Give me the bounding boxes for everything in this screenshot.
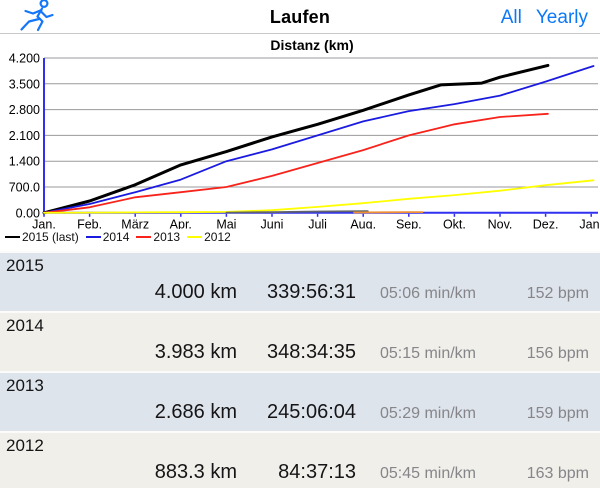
header-nav: All Yearly <box>501 7 588 29</box>
svg-text:3.500: 3.500 <box>9 77 40 91</box>
svg-text:Nov.: Nov. <box>488 217 513 229</box>
pace-value: 05:29 min/km <box>379 405 476 422</box>
svg-text:Dez.: Dez. <box>533 217 559 229</box>
legend-dash-icon <box>187 236 203 238</box>
svg-text:Jan.: Jan. <box>32 217 56 229</box>
duration-value: 245:06:04 <box>267 401 356 423</box>
distance-chart-svg: 0.00 700.0 1.400 2.100 2.800 3.500 4.200 Jan. Fe… <box>9 37 600 229</box>
svg-text:2.100: 2.100 <box>9 129 40 143</box>
year-values: 3.983 km 348:34:35 05:15 min/km 156 bpm <box>0 341 600 364</box>
year-label: 2012 <box>6 436 44 455</box>
svg-text:Okt.: Okt. <box>443 217 466 229</box>
distance-value: 3.983 km <box>154 341 237 363</box>
svg-text:Jan.: Jan. <box>579 217 600 229</box>
svg-text:Feb.: Feb. <box>77 217 102 229</box>
heartrate-value: 159 bpm <box>526 405 589 422</box>
duration-value: 339:56:31 <box>267 281 356 303</box>
yearly-button[interactable]: Yearly <box>535 7 588 28</box>
year-row-2013[interactable]: 2013 2.686 km 245:06:04 05:29 min/km 159… <box>0 371 600 431</box>
page-title: Laufen <box>269 7 331 27</box>
svg-text:Distanz (km): Distanz (km) <box>270 37 353 53</box>
svg-text:Juli: Juli <box>308 217 327 229</box>
svg-text:Apr.: Apr. <box>170 217 192 229</box>
legend-label: 2015 (last) <box>22 230 79 244</box>
year-row-2012[interactable]: 2012 883.3 km 84:37:13 05:45 min/km 163 … <box>0 431 600 488</box>
year-row-2015[interactable]: 2015 4.000 km 339:56:31 05:06 min/km 152… <box>0 251 600 311</box>
year-values: 883.3 km 84:37:13 05:45 min/km 163 bpm <box>0 461 600 484</box>
svg-text:Aug.: Aug. <box>350 217 376 229</box>
legend-item: 2013 <box>136 230 180 244</box>
duration-value: 84:37:13 <box>278 461 356 483</box>
legend-item: 2015 (last) <box>5 230 79 244</box>
year-row-2014[interactable]: 2014 3.983 km 348:34:35 05:15 min/km 156… <box>0 311 600 371</box>
heartrate-value: 163 bpm <box>526 465 589 482</box>
pace-value: 05:15 min/km <box>379 345 476 362</box>
legend-dash-icon <box>136 236 152 238</box>
all-button[interactable]: All <box>500 7 522 28</box>
distance-chart: 0.00 700.0 1.400 2.100 2.800 3.500 4.200 Jan. Fe… <box>0 37 600 251</box>
chart-legend: 2015 (last) 2014 2013 2012 <box>5 230 600 244</box>
distance-value: 2.686 km <box>154 401 237 423</box>
svg-text:Mai: Mai <box>216 217 236 229</box>
runner-icon <box>13 0 55 32</box>
distance-value: 4.000 km <box>154 281 237 303</box>
legend-item: 2014 <box>85 230 130 244</box>
svg-text:4.200: 4.200 <box>9 52 40 66</box>
svg-text:0.00: 0.00 <box>16 206 40 220</box>
year-label: 2014 <box>6 316 44 335</box>
legend-dash-icon <box>85 236 101 238</box>
svg-text:März: März <box>121 217 149 229</box>
svg-text:700.0: 700.0 <box>9 181 40 195</box>
heartrate-value: 156 bpm <box>526 345 589 362</box>
legend-dash-icon <box>5 236 20 238</box>
year-label: 2015 <box>6 256 44 275</box>
year-values: 4.000 km 339:56:31 05:06 min/km 152 bpm <box>0 281 600 304</box>
distance-value: 883.3 km <box>154 461 237 483</box>
svg-text:2.800: 2.800 <box>9 103 40 117</box>
heartrate-value: 152 bpm <box>526 285 589 302</box>
header-bar: Laufen All Yearly <box>0 0 600 34</box>
pace-value: 05:45 min/km <box>379 465 476 482</box>
pace-value: 05:06 min/km <box>379 285 476 302</box>
year-label: 2013 <box>6 376 44 395</box>
year-values: 2.686 km 245:06:04 05:29 min/km 159 bpm <box>0 401 600 424</box>
duration-value: 348:34:35 <box>267 341 356 363</box>
legend-label: 2012 <box>204 230 231 244</box>
legend-item: 2012 <box>187 230 231 244</box>
legend-label: 2013 <box>153 230 181 244</box>
svg-text:1.400: 1.400 <box>9 155 40 169</box>
svg-text:Sep.: Sep. <box>396 217 422 229</box>
legend-label: 2014 <box>102 230 130 244</box>
svg-text:Juni: Juni <box>261 217 284 229</box>
